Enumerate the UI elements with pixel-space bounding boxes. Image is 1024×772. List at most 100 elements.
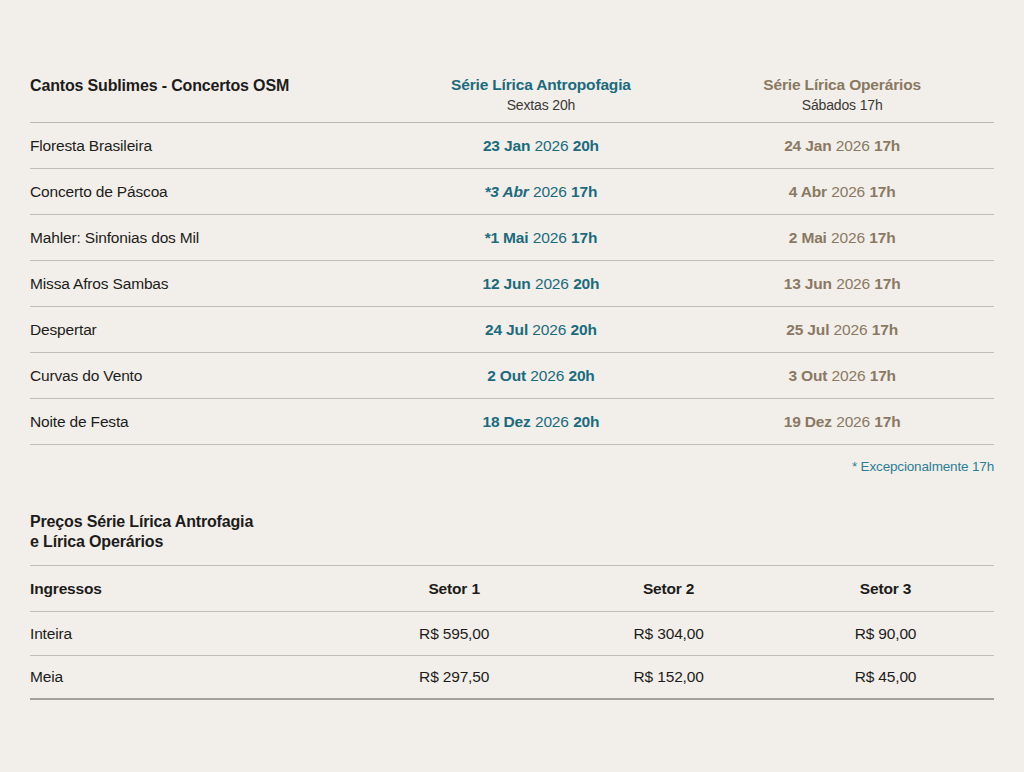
- concert-date-operarios: 25 Jul 202617h: [690, 321, 994, 339]
- date-day: *3 Abr: [484, 183, 528, 200]
- concert-date-operarios: 2 Mai202617h: [690, 229, 994, 247]
- concert-name: Mahler: Sinfonias dos Mil: [30, 229, 392, 247]
- date-day: 24 Jul: [485, 321, 528, 338]
- concert-row: Curvas do Vento 2 Out202620h 3 Out202617…: [30, 353, 994, 399]
- column-header-operarios: Série Lírica Operários Sábados 17h: [690, 76, 994, 113]
- sector-2-header: Setor 2: [560, 580, 777, 598]
- date-time: 17h: [869, 183, 895, 200]
- ticket-type: Meia: [30, 668, 348, 686]
- concert-row: Noite de Festa 18 Dez202620h 19 Dez20261…: [30, 399, 994, 445]
- date-day: 19 Dez: [784, 413, 832, 430]
- price-row: Inteira R$ 595,00 R$ 304,00 R$ 90,00: [30, 612, 994, 656]
- date-year: 2026: [535, 137, 569, 154]
- date-time: 17h: [571, 229, 597, 246]
- price-row: Meia R$ 297,50 R$ 152,00 R$ 45,00: [30, 656, 994, 700]
- ticket-type: Inteira: [30, 625, 348, 643]
- prices-heading-line1: Preços Série Lírica Antrofagia: [30, 512, 994, 532]
- ingressos-label: Ingressos: [30, 580, 348, 598]
- date-year: 2026: [535, 413, 569, 430]
- price-value: R$ 304,00: [560, 625, 777, 643]
- concert-table-header: Cantos Sublimes - Concertos OSM Série Lí…: [30, 76, 994, 123]
- price-value: R$ 297,50: [348, 668, 560, 686]
- date-time: 17h: [571, 183, 597, 200]
- date-time: 17h: [874, 137, 900, 154]
- concert-row: Mahler: Sinfonias dos Mil *1 Mai202617h …: [30, 215, 994, 261]
- prices-heading-line2: e Lírica Operários: [30, 532, 994, 552]
- date-day: 25 Jul: [786, 321, 829, 338]
- date-day: 18 Dez: [482, 413, 530, 430]
- date-day: 2 Mai: [789, 229, 827, 246]
- series-antropofagia-sublabel: Sextas 20h: [392, 97, 691, 113]
- concert-date-antropofagia: 2 Out202620h: [392, 367, 691, 385]
- sector-1-header: Setor 1: [348, 580, 560, 598]
- concert-date-operarios: 19 Dez202617h: [690, 413, 994, 431]
- date-day: 23 Jan: [483, 137, 530, 154]
- concert-name: Despertar: [30, 321, 392, 339]
- date-time: 17h: [872, 321, 898, 338]
- concert-date-operarios: 13 Jun202617h: [690, 275, 994, 293]
- table-title-cell: Cantos Sublimes - Concertos OSM: [30, 76, 392, 95]
- date-day: 24 Jan: [784, 137, 831, 154]
- date-day: 4 Abr: [789, 183, 827, 200]
- concert-name: Curvas do Vento: [30, 367, 392, 385]
- concert-date-operarios: 24 Jan 202617h: [690, 137, 994, 155]
- concert-row: Concerto de Páscoa *3 Abr202617h 4 Abr20…: [30, 169, 994, 215]
- date-day: *1 Mai: [485, 229, 529, 246]
- concert-row: Missa Afros Sambas 12 Jun202620h 13 Jun2…: [30, 261, 994, 307]
- date-year: 2026: [832, 367, 866, 384]
- date-time: 17h: [870, 367, 896, 384]
- date-day: 12 Jun: [482, 275, 530, 292]
- date-day: 13 Jun: [784, 275, 832, 292]
- date-time: 20h: [568, 367, 594, 384]
- concert-name: Floresta Brasileira: [30, 137, 392, 155]
- prices-section: Preços Série Lírica Antrofagia e Lírica …: [30, 512, 994, 700]
- series-operarios-sublabel: Sábados 17h: [690, 97, 994, 113]
- date-time: 20h: [571, 321, 597, 338]
- concert-date-antropofagia: *1 Mai202617h: [392, 229, 691, 247]
- series-operarios-label: Série Lírica Operários: [690, 76, 994, 94]
- sector-3-header: Setor 3: [777, 580, 994, 598]
- price-value: R$ 152,00: [560, 668, 777, 686]
- date-year: 2026: [836, 275, 870, 292]
- date-year: 2026: [831, 183, 865, 200]
- prices-heading: Preços Série Lírica Antrofagia e Lírica …: [30, 512, 994, 566]
- page-title: Cantos Sublimes - Concertos OSM: [30, 76, 392, 95]
- date-day: 2 Out: [487, 367, 526, 384]
- price-value: R$ 45,00: [777, 668, 994, 686]
- concert-date-antropofagia: 12 Jun 202620h: [392, 275, 691, 293]
- date-day: 3 Out: [788, 367, 827, 384]
- date-year: 2026: [530, 367, 564, 384]
- date-time: 17h: [869, 229, 895, 246]
- date-time: 17h: [874, 275, 900, 292]
- date-time: 20h: [573, 275, 599, 292]
- date-year: 2026: [532, 321, 566, 338]
- date-time: 20h: [573, 137, 599, 154]
- date-year: 2026: [836, 413, 870, 430]
- concert-name: Noite de Festa: [30, 413, 392, 431]
- date-year: 2026: [836, 137, 870, 154]
- concert-name: Missa Afros Sambas: [30, 275, 392, 293]
- price-value: R$ 90,00: [777, 625, 994, 643]
- date-year: 2026: [533, 229, 567, 246]
- column-header-antropofagia: Série Lírica Antropofagia Sextas 20h: [392, 76, 691, 113]
- date-year: 2026: [834, 321, 868, 338]
- schedule-document: Cantos Sublimes - Concertos OSM Série Lí…: [30, 76, 994, 700]
- prices-table-header: Ingressos Setor 1 Setor 2 Setor 3: [30, 566, 994, 612]
- date-time: 17h: [874, 413, 900, 430]
- date-time: 20h: [573, 413, 599, 430]
- concert-date-antropofagia: 24 Jul2026 20h: [392, 321, 691, 339]
- series-antropofagia-label: Série Lírica Antropofagia: [392, 76, 691, 94]
- concert-date-antropofagia: 23 Jan 202620h: [392, 137, 691, 155]
- concert-row: Floresta Brasileira 23 Jan202620h 24 Jan…: [30, 123, 994, 169]
- concert-date-antropofagia: 18 Dez 202620h: [392, 413, 691, 431]
- footnote: * Excepcionalmente 17h: [30, 445, 994, 474]
- date-year: 2026: [831, 229, 865, 246]
- price-value: R$ 595,00: [348, 625, 560, 643]
- concert-date-operarios: 4 Abr202617h: [690, 183, 994, 201]
- concert-date-antropofagia: *3 Abr 202617h: [392, 183, 691, 201]
- concert-row: Despertar 24 Jul202620h 25 Jul202617h: [30, 307, 994, 353]
- concert-name: Concerto de Páscoa: [30, 183, 392, 201]
- date-year: 2026: [533, 183, 567, 200]
- concert-date-operarios: 3 Out 202617h: [690, 367, 994, 385]
- date-year: 2026: [535, 275, 569, 292]
